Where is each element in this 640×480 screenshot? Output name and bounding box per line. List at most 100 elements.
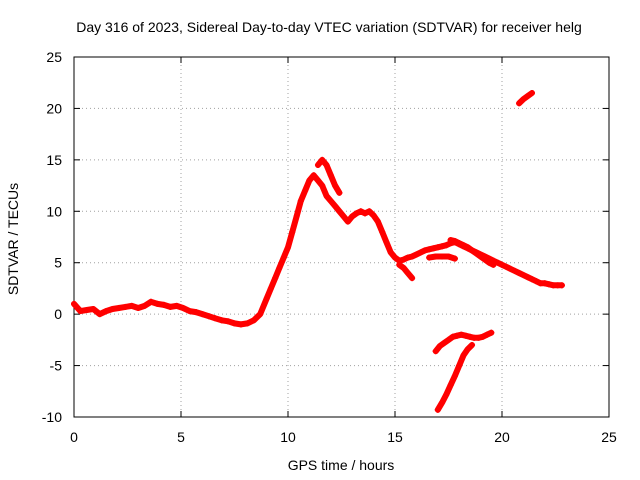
y-tick-label: 20 <box>46 100 62 116</box>
data-point <box>404 270 411 276</box>
data-point <box>199 311 206 318</box>
series-band <box>71 172 565 328</box>
data-point <box>436 343 443 350</box>
data-point <box>445 336 452 343</box>
series-7 <box>434 342 476 413</box>
data-point <box>396 261 403 268</box>
data-point <box>541 280 548 287</box>
data-point <box>257 311 264 318</box>
data-point <box>267 285 274 292</box>
data-point <box>464 346 471 353</box>
data-point <box>528 90 535 96</box>
series-1 <box>314 156 343 196</box>
data-point <box>439 253 446 260</box>
data-point <box>180 304 187 311</box>
data-point <box>366 208 373 215</box>
data-point <box>90 306 97 312</box>
data-point <box>479 333 486 340</box>
data-point <box>383 239 390 246</box>
data-point <box>327 172 334 179</box>
data-point <box>524 274 531 281</box>
data-point <box>392 254 398 261</box>
series-5 <box>516 90 535 107</box>
data-point <box>297 198 304 204</box>
data-point <box>141 302 148 309</box>
data-point <box>148 298 155 305</box>
data-point <box>160 301 167 308</box>
data-point <box>451 372 458 379</box>
data-point <box>327 198 334 204</box>
x-tick-label: 15 <box>387 429 403 445</box>
y-tick-label: -10 <box>42 409 62 425</box>
data-point <box>400 264 407 271</box>
data-point <box>466 333 473 340</box>
data-point <box>421 247 428 254</box>
data-point <box>462 332 469 339</box>
data-point <box>289 228 296 235</box>
data-point <box>349 213 356 220</box>
data-point <box>250 317 257 324</box>
data-point <box>426 254 433 261</box>
data-point <box>167 303 174 310</box>
data-point <box>272 275 279 282</box>
data-point <box>109 306 116 312</box>
series-band <box>516 90 535 107</box>
data-point <box>503 263 510 270</box>
data-point <box>186 308 193 315</box>
data-point <box>460 352 467 359</box>
data-point <box>340 213 347 220</box>
data-point <box>477 253 484 260</box>
data-point <box>218 317 225 324</box>
data-point <box>244 320 251 327</box>
chart-title: Day 316 of 2023, Sidereal Day-to-day VTE… <box>76 19 582 35</box>
data-point <box>285 244 291 251</box>
data-point <box>263 295 270 302</box>
data-point <box>344 218 351 225</box>
data-point <box>103 308 110 315</box>
plot-frame <box>73 56 610 418</box>
data-point <box>481 256 488 263</box>
data-point <box>445 253 452 260</box>
data-point <box>447 382 454 389</box>
data-point <box>441 339 448 346</box>
data-point <box>128 302 135 309</box>
data-point <box>516 100 523 107</box>
data-point <box>432 253 439 260</box>
data-point <box>379 228 386 235</box>
data-point <box>276 264 283 271</box>
data-point <box>409 275 416 282</box>
data-point <box>458 331 465 338</box>
data-point <box>464 244 471 251</box>
data-point <box>319 156 326 163</box>
data-point <box>237 321 244 328</box>
data-point <box>409 253 416 260</box>
data-point <box>192 309 199 316</box>
data-point <box>434 244 441 251</box>
series-0 <box>71 172 565 328</box>
x-tick-label: 0 <box>70 429 78 445</box>
data-point <box>306 177 313 184</box>
data-point <box>533 278 540 285</box>
data-point <box>449 333 456 340</box>
data-point <box>475 334 482 341</box>
data-point <box>404 254 411 261</box>
data-point <box>558 282 565 289</box>
data-point <box>499 261 505 268</box>
data-point <box>507 265 514 272</box>
data-point <box>332 203 339 210</box>
data-point <box>439 399 446 406</box>
data-point <box>370 212 377 219</box>
data-series <box>71 90 565 413</box>
series-band <box>396 261 416 282</box>
data-point <box>332 182 339 189</box>
data-point <box>357 208 364 215</box>
series-4 <box>426 253 458 262</box>
data-point <box>469 247 476 254</box>
data-point <box>400 256 407 263</box>
axis-ticks <box>73 56 610 418</box>
data-point <box>353 210 360 217</box>
data-point <box>83 307 90 314</box>
data-point <box>212 315 219 322</box>
series-6 <box>432 329 495 355</box>
data-point <box>387 249 394 256</box>
